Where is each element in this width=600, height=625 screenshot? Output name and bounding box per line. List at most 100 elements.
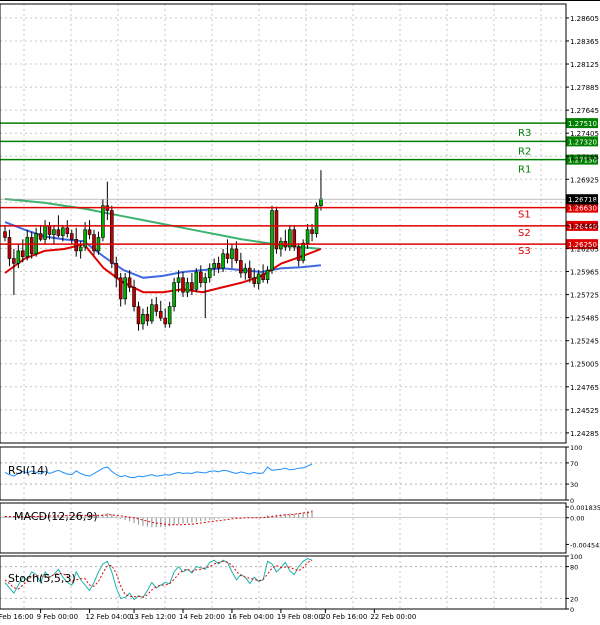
price-tick-label: 1.24525 bbox=[570, 407, 599, 415]
bearish-candle-body bbox=[20, 250, 25, 257]
candle bbox=[292, 224, 297, 251]
stoch-panel: Stoch(5,5,3) 100 80 20 0 bbox=[0, 553, 582, 614]
candle bbox=[261, 264, 265, 283]
bearish-candle-body bbox=[274, 210, 279, 250]
price-axis: 1.28605 1.28365 1.28125 1.27885 1.27645 1.274… bbox=[566, 15, 599, 438]
stoch-k-line bbox=[4, 558, 313, 601]
price-tick-label: 1.25245 bbox=[570, 338, 599, 346]
pivot-level-name: S3 bbox=[518, 246, 531, 257]
panel-tick-label: 0 bbox=[570, 606, 574, 614]
price-tick-label: 1.27405 bbox=[570, 130, 599, 138]
price-tick-label: 1.25725 bbox=[570, 292, 599, 300]
candle bbox=[221, 248, 225, 273]
price-tick-label: 1.25485 bbox=[570, 315, 599, 323]
candle bbox=[234, 241, 239, 264]
panel-tick-label: 0.001835 bbox=[570, 504, 600, 512]
candlesticks bbox=[3, 170, 323, 331]
bullish-candle-body bbox=[167, 306, 172, 325]
candle bbox=[194, 268, 199, 293]
panel-tick-label: 100 bbox=[570, 553, 582, 561]
bearish-candle-body bbox=[136, 306, 141, 325]
candle bbox=[314, 202, 319, 238]
bullish-candle-body bbox=[270, 210, 274, 271]
candle bbox=[230, 244, 234, 269]
time-tick-label: 22 Feb 00:00 bbox=[370, 613, 416, 621]
bearish-candle-body bbox=[3, 231, 7, 238]
pivot-price-label: 1.27320 bbox=[568, 138, 597, 146]
bearish-candle-body bbox=[65, 227, 70, 234]
bullish-candle-body bbox=[319, 198, 323, 207]
candle bbox=[123, 272, 127, 305]
panel-frame bbox=[0, 502, 567, 554]
candle bbox=[287, 224, 292, 251]
candle bbox=[52, 224, 56, 245]
main-grid bbox=[0, 4, 566, 609]
time-tick-label: 8 Feb 16:00 bbox=[0, 613, 34, 621]
pivot-level-name: R3 bbox=[518, 128, 531, 139]
bearish-candle-body bbox=[181, 277, 185, 293]
candle bbox=[101, 199, 105, 242]
candle bbox=[150, 298, 154, 324]
candle bbox=[216, 256, 221, 273]
time-tick-label: 16 Feb 04:00 bbox=[228, 613, 274, 621]
bearish-candle-body bbox=[12, 258, 16, 264]
panel-tick-label: -0.004542 bbox=[570, 541, 600, 549]
price-tick-label: 1.27165 bbox=[570, 153, 599, 161]
bullish-candle-body bbox=[83, 229, 87, 248]
candle bbox=[239, 252, 243, 278]
bearish-candle-body bbox=[234, 248, 239, 261]
pivot-price-tag bbox=[566, 154, 598, 165]
current-price-tag bbox=[566, 194, 598, 205]
pivot-price-tag bbox=[566, 118, 598, 129]
candle bbox=[83, 222, 87, 251]
rsi-line bbox=[4, 463, 313, 479]
price-tick-label: 1.24765 bbox=[570, 384, 599, 392]
bearish-candle-body bbox=[132, 287, 136, 307]
bearish-candle-body bbox=[261, 273, 265, 280]
candle bbox=[207, 263, 212, 283]
price-tick-label: 1.25965 bbox=[570, 269, 599, 277]
candle bbox=[110, 205, 114, 269]
pivot-price-label: 1.26630 bbox=[568, 205, 597, 213]
candle bbox=[12, 248, 16, 296]
price-tick-label: 1.28605 bbox=[570, 15, 599, 23]
candle bbox=[38, 224, 43, 242]
pivot-level-name: S1 bbox=[518, 210, 531, 221]
candle bbox=[132, 279, 136, 312]
panel-tick-label: 30 bbox=[570, 481, 578, 489]
price-tick-label: 1.26685 bbox=[570, 199, 599, 207]
bearish-candle-body bbox=[118, 277, 123, 300]
bullish-candle-body bbox=[185, 282, 190, 293]
stoch-d-line bbox=[4, 559, 313, 598]
bearish-candle-body bbox=[158, 311, 163, 319]
price-tick-label: 1.27885 bbox=[570, 84, 599, 92]
bearish-candle-body bbox=[38, 233, 43, 240]
pivot-level-name: S2 bbox=[518, 228, 531, 239]
bullish-candle-body bbox=[52, 229, 56, 235]
bullish-candle-body bbox=[207, 267, 212, 279]
bearish-candle-body bbox=[56, 229, 61, 236]
candle bbox=[61, 224, 65, 242]
candle bbox=[25, 229, 30, 261]
bearish-candle-body bbox=[163, 317, 167, 325]
time-tick-label: 14 Feb 20:00 bbox=[179, 613, 225, 621]
bullish-candle-body bbox=[172, 282, 176, 307]
candle bbox=[296, 243, 301, 267]
bearish-candle-body bbox=[110, 210, 114, 264]
pivot-price-tag bbox=[566, 239, 598, 250]
panel-tick-label: 0.00 bbox=[570, 515, 584, 523]
candle bbox=[92, 229, 96, 255]
bearish-candle-body bbox=[190, 282, 194, 290]
candle bbox=[136, 301, 141, 331]
bullish-candle-body bbox=[305, 229, 310, 244]
price-tick-label: 1.28365 bbox=[570, 38, 599, 46]
candle bbox=[163, 308, 167, 328]
candle bbox=[212, 258, 216, 276]
bullish-candle-body bbox=[221, 253, 225, 269]
panel-tick-label: 70 bbox=[570, 460, 578, 468]
candle bbox=[3, 224, 7, 242]
bullish-candle-body bbox=[212, 263, 216, 269]
price-tick-label: 1.26445 bbox=[570, 222, 599, 230]
candle bbox=[265, 266, 270, 284]
